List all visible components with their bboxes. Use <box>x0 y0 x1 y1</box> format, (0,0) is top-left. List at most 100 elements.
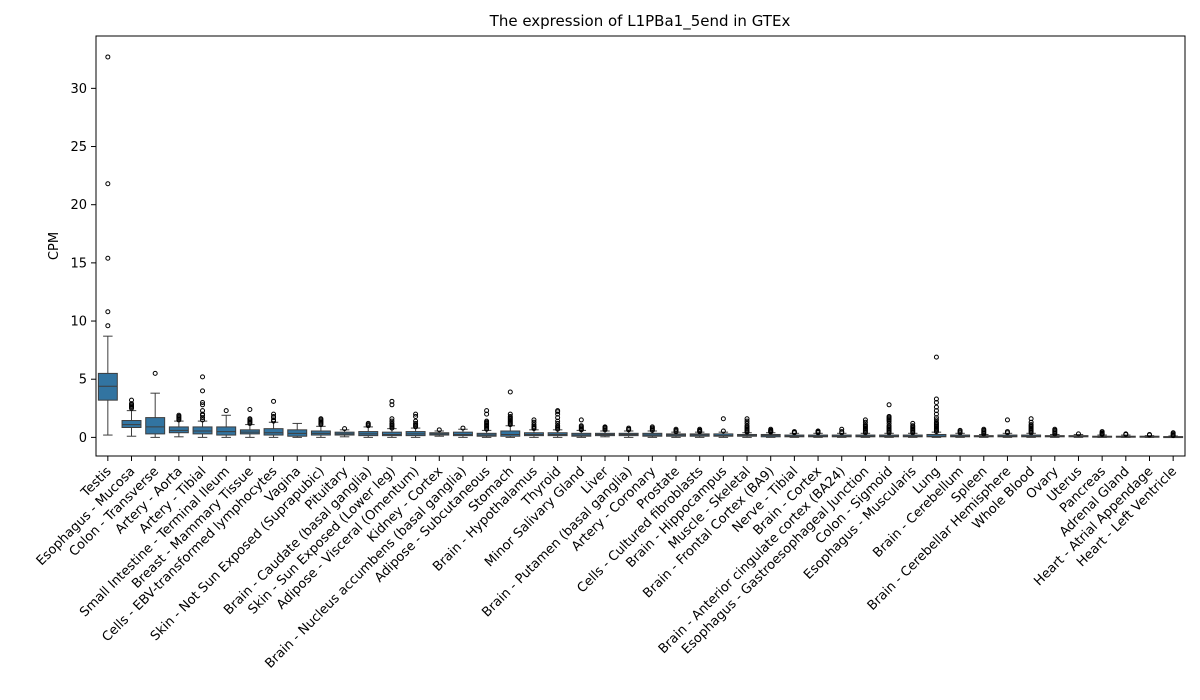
outlier-point <box>176 412 182 418</box>
outlier-point <box>105 309 111 315</box>
box-13 <box>381 398 402 438</box>
box-12 <box>358 420 379 438</box>
outlier-point <box>105 181 111 187</box>
outlier-point <box>602 424 608 430</box>
box-11 <box>334 426 355 438</box>
outlier-point <box>839 426 845 432</box>
outlier-point <box>1028 422 1034 428</box>
outlier-point <box>1146 431 1152 437</box>
box-6 <box>216 408 237 438</box>
outlier-point <box>555 423 561 429</box>
outlier-point <box>981 426 987 432</box>
outlier-point <box>720 428 726 434</box>
box-5 <box>192 374 213 438</box>
box-14 <box>405 411 426 438</box>
outlier-point <box>413 420 419 426</box>
box-iqr <box>192 426 213 435</box>
outlier-point <box>1028 419 1034 425</box>
box-24 <box>642 424 663 438</box>
outlier-point <box>555 415 561 421</box>
outlier-point <box>223 408 229 414</box>
outlier-point <box>436 427 442 433</box>
outlier-point <box>933 417 939 423</box>
box-36 <box>926 354 947 438</box>
box-26 <box>689 426 710 438</box>
outlier-point <box>105 54 111 60</box>
outlier-point <box>933 354 939 360</box>
outlier-point <box>271 417 277 423</box>
outlier-point <box>815 428 821 434</box>
outlier-point <box>933 399 939 405</box>
outlier-point <box>791 429 797 435</box>
box-7 <box>239 406 260 438</box>
outlier-point <box>389 402 395 408</box>
outlier-point <box>578 417 584 423</box>
box-iqr <box>121 420 142 428</box>
outlier-point <box>105 323 111 329</box>
outlier-point <box>555 418 561 424</box>
outlier-point <box>555 408 561 414</box>
chart-title: The expression of L1PBa1_5end in GTEx <box>489 12 791 31</box>
outlier-point <box>1075 431 1081 437</box>
outlier-point <box>933 415 939 421</box>
outlier-point <box>129 397 135 403</box>
outlier-point <box>957 427 963 433</box>
outlier-point <box>105 255 111 261</box>
outlier-point <box>365 420 371 426</box>
outlier-point <box>1004 417 1010 423</box>
outlier-point <box>129 401 135 407</box>
outlier-point <box>271 398 277 404</box>
outlier-point <box>578 423 584 429</box>
box-22 <box>595 424 615 438</box>
box-2 <box>121 397 142 437</box>
box-iqr <box>713 433 734 437</box>
box-16 <box>452 425 473 438</box>
y-tick-label: 5 <box>79 373 87 388</box>
box-iqr <box>452 431 473 437</box>
outlier-point <box>413 418 419 424</box>
outlier-point <box>886 402 892 408</box>
outlier-point <box>626 425 632 431</box>
box-35 <box>902 420 923 438</box>
outlier-point <box>507 389 513 395</box>
outlier-point <box>247 406 253 412</box>
outlier-point <box>886 420 892 426</box>
outlier-point <box>744 423 750 429</box>
outlier-point <box>389 398 395 404</box>
box-iqr <box>168 426 189 434</box>
outlier-point <box>200 411 206 417</box>
box-40 <box>1021 416 1042 438</box>
box-46 <box>1163 430 1184 439</box>
outlier-point <box>768 426 774 432</box>
outlier-point <box>531 422 537 428</box>
box-34 <box>879 402 900 438</box>
outlier-point <box>862 422 868 428</box>
box-21 <box>571 417 592 438</box>
outlier-point <box>1004 429 1010 435</box>
y-tick-label: 10 <box>70 315 87 330</box>
outlier-point <box>555 411 561 417</box>
outlier-point <box>1123 431 1129 437</box>
axes-frame <box>95 35 1186 457</box>
outlier-point <box>200 415 206 421</box>
outlier-point <box>152 370 158 376</box>
outlier-point <box>507 413 513 419</box>
outlier-point <box>460 425 466 431</box>
outlier-point <box>1170 430 1176 436</box>
outlier-point <box>200 388 206 394</box>
box-4 <box>168 412 189 438</box>
box-iqr <box>97 372 118 401</box>
y-axis: 0 5 10 15 20 25 30 <box>70 82 96 446</box>
outlier-point <box>200 408 206 414</box>
box-37 <box>950 427 971 438</box>
box-15 <box>429 427 450 437</box>
outlier-point <box>413 411 419 417</box>
outlier-point <box>200 374 206 380</box>
outlier-point <box>933 411 939 417</box>
outlier-point <box>933 404 939 410</box>
box-18 <box>500 389 521 438</box>
outlier-point <box>507 411 513 417</box>
box-3 <box>145 370 166 438</box>
outlier-point <box>1099 429 1105 435</box>
